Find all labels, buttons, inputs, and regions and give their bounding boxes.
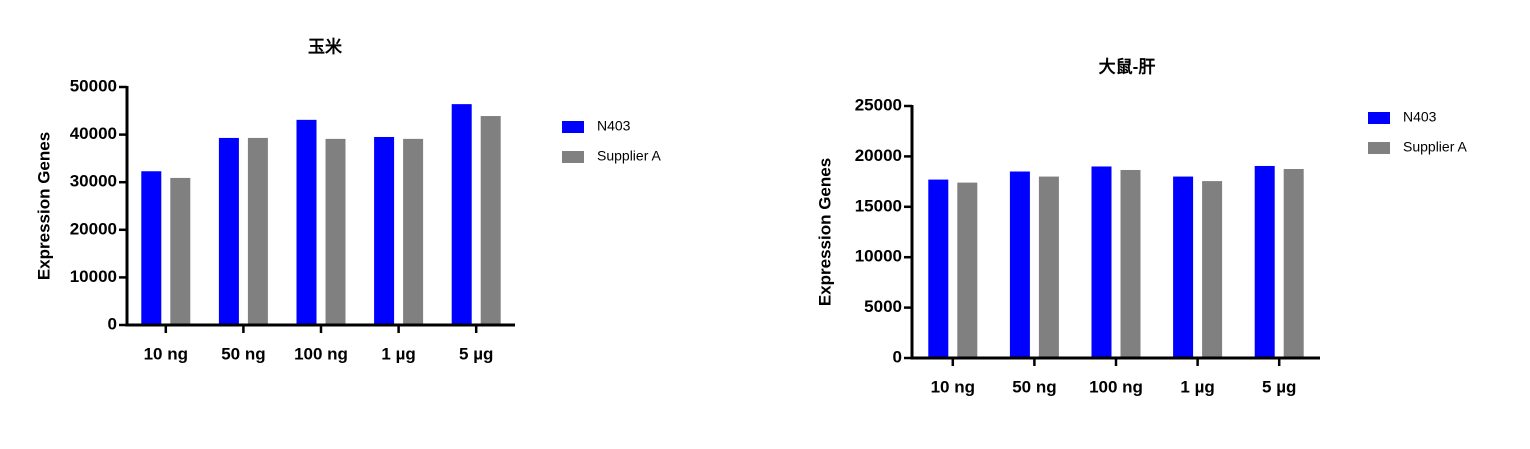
bar (374, 136, 395, 325)
y-tick-label: 5000 (864, 297, 902, 316)
y-tick-label: 0 (893, 347, 902, 366)
y-axis-label: Expression Genes (815, 158, 834, 306)
bar (1009, 171, 1030, 358)
x-tick-label: 100 ng (294, 344, 348, 363)
bar (170, 177, 191, 325)
bar (957, 182, 978, 358)
y-tick-label: 25000 (855, 95, 902, 114)
chart-title: 大鼠-肝 (1099, 56, 1156, 76)
chart-title: 玉米 (308, 36, 343, 56)
x-tick-label: 50 ng (1012, 377, 1056, 396)
legend-swatch (1368, 112, 1390, 124)
y-tick-label: 30000 (70, 172, 117, 191)
y-tick-label: 15000 (855, 196, 902, 215)
y-tick-label: 40000 (70, 124, 117, 143)
bar (296, 119, 317, 326)
bar (480, 116, 501, 325)
y-tick-label: 20000 (855, 146, 902, 165)
y-tick-label: 10000 (855, 247, 902, 266)
bar (1120, 170, 1141, 358)
x-tick-label: 1 µg (1180, 377, 1214, 396)
bar (928, 179, 949, 358)
bar (1283, 169, 1304, 358)
bar (451, 104, 472, 325)
bar (1254, 165, 1275, 358)
x-tick-label: 10 ng (144, 344, 188, 363)
legend-swatch (562, 121, 584, 133)
bar (403, 138, 424, 325)
x-tick-label: 100 ng (1089, 377, 1143, 396)
legend-label: N403 (1403, 109, 1437, 125)
x-tick-label: 5 µg (1262, 377, 1296, 396)
legend-label: Supplier A (597, 148, 661, 164)
y-axis-label: Expression Genes (34, 132, 53, 280)
legend-swatch (562, 151, 584, 163)
legend-label: Supplier A (1403, 139, 1467, 155)
bar (1038, 176, 1059, 358)
bar (218, 137, 239, 325)
y-tick-label: 0 (108, 314, 117, 333)
legend-label: N403 (597, 118, 631, 134)
y-tick-label: 10000 (70, 267, 117, 286)
x-tick-label: 10 ng (931, 377, 975, 396)
bar (1091, 166, 1112, 358)
y-tick-label: 20000 (70, 219, 117, 238)
bar (325, 138, 346, 325)
bar (247, 137, 268, 325)
bar (1202, 181, 1223, 358)
bar (1173, 176, 1194, 358)
legend-swatch (1368, 142, 1390, 154)
x-tick-label: 5 µg (459, 344, 493, 363)
y-tick-label: 50000 (70, 76, 117, 95)
x-tick-label: 50 ng (221, 344, 265, 363)
bar (141, 171, 162, 325)
x-tick-label: 1 µg (381, 344, 415, 363)
